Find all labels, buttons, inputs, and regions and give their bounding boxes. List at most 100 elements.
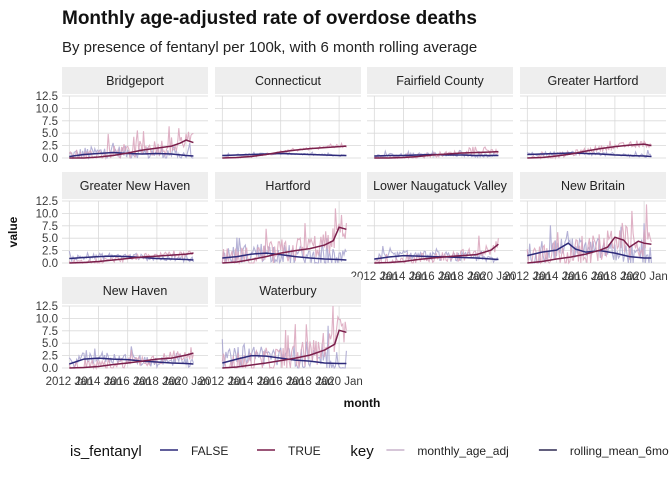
y-tick-label: 0.0 [42,363,58,375]
facet-panel-greater-hartford: Greater Hartford [520,67,666,160]
facet-strip-label: Waterbury [259,284,317,298]
y-tick-label: 12.5 [36,91,58,103]
x-tick-label: 2012 Jan [504,271,551,283]
facet-strip [215,67,361,94]
legend-key: key monthly_age_adj rolling_mean_6mo [350,443,669,460]
series-false-rolling-line [69,357,194,365]
facet-panel-hartford: Hartford [215,172,361,266]
series-true-rolling-line [527,236,652,264]
y-tick-label: 5.0 [42,128,58,140]
legend-label: FALSE [191,444,228,458]
facet-strip-label: Lower Naugatuck Valley [373,179,508,193]
x-tick-label: 2012 Jan [199,376,246,388]
y-tick-label: 10.0 [36,313,58,325]
legend-label: TRUE [288,444,321,458]
legend-is-fentanyl: is_fentanyl FALSE TRUE [70,443,321,460]
x-tick-label: 2016 Jan [409,271,456,283]
y-tick-label: 2.5 [42,246,58,258]
y-tick-label: 5.0 [42,338,58,350]
facet-strip-label: Greater New Haven [80,179,191,193]
facet-strip-label: New Haven [103,284,168,298]
series-false-rolling-line [527,152,652,158]
x-tick-label: 2012 Jan [46,376,93,388]
series-false-rolling-line [527,242,652,259]
series-true-rolling-line [222,145,347,159]
legend-title: is_fentanyl [70,443,142,460]
series-true-monthly-line [374,235,499,265]
y-tick-label: 12.5 [36,196,58,208]
facet-strip [367,172,513,199]
x-tick-label: 2020 Jan [162,376,209,388]
y-tick-label: 7.5 [42,221,58,233]
y-tick-label: 7.5 [42,326,58,338]
y-tick-label: 0.0 [42,258,58,270]
facet-panels: Bridgeport0.02.55.07.510.012.5Connecticu… [36,67,668,388]
legend-label: rolling_mean_6mo [570,444,669,458]
x-tick-label: 2018 Jan [591,271,638,283]
series-false-rolling-line [69,151,194,158]
facet-strip [520,172,666,199]
y-tick-label: 10.0 [36,208,58,220]
facet-strip-label: New Britain [561,179,625,193]
facet-strip [215,172,361,199]
chart-subtitle: By presence of fentanyl per 100k, with 6… [62,39,477,56]
y-tick-label: 10.0 [36,103,58,115]
chart-title: Monthly age-adjusted rate of overdose de… [62,8,477,29]
y-tick-label: 2.5 [42,351,58,363]
facet-strip [62,67,208,94]
facet-strip-label: Bridgeport [106,74,164,88]
series-true-rolling-line [69,352,194,369]
x-tick-label: 2018 Jan [438,271,485,283]
x-tick-label: 2020 Jan [467,271,514,283]
x-tick-label: 2014 Jan [533,271,580,283]
x-axis-title: month [344,396,381,410]
y-tick-label: 12.5 [36,301,58,313]
facet-strip [215,277,361,304]
facet-panel-fairfield-county: Fairfield County [367,67,513,160]
y-tick-label: 0.0 [42,153,58,165]
y-tick-label: 7.5 [42,116,58,128]
facet-strip [520,67,666,94]
series-false-rolling-line [222,252,347,261]
legend-title: key [350,443,374,460]
series-true-rolling-line [527,143,652,159]
legend: is_fentanyl FALSE TRUE key monthly_age_adj ro… [70,443,669,460]
series-true-rolling-line [374,150,499,159]
series-true-rolling-line [222,329,347,369]
series-true-rolling-line [69,139,194,159]
series-true-monthly-line [527,139,652,160]
series-true-rolling-line [69,252,194,264]
facet-strip [62,277,208,304]
x-tick-label: 2014 Jan [75,376,122,388]
series-false-monthly-line [68,346,194,370]
facet-panel-greater-new-haven: Greater New Haven 0.02.55.07.510.012.5 [36,172,208,270]
y-axis-title: value [6,216,20,247]
facet-panel-connecticut: Connecticut [215,67,361,159]
legend-label: monthly_age_adj [417,444,508,458]
facet-strip-label: Hartford [265,179,310,193]
x-tick-label: 2018 Jan [286,376,333,388]
y-tick-label: 5.0 [42,233,58,245]
facet-panel-bridgeport: Bridgeport 0.02.55.07.510.012.5 [36,67,208,165]
series-true-monthly-line [221,208,347,266]
series-true-rolling-line [374,243,499,264]
series-true-rolling-line [222,226,347,264]
x-tick-label: 2018 Jan [133,376,180,388]
series-false-rolling-line [222,152,347,157]
x-tick-label: 2016 Jan [257,376,304,388]
x-tick-label: 2020 Jan [315,376,362,388]
x-tick-label: 2016 Jan [104,376,151,388]
facet-strip [367,67,513,94]
series-true-monthly-line [221,305,347,369]
x-tick-label: 2014 Jan [380,271,427,283]
facet-strip [62,172,208,199]
facet-strip-label: Fairfield County [396,74,484,88]
x-tick-label: 2014 Jan [228,376,275,388]
facet-strip-label: Greater Hartford [547,74,638,88]
